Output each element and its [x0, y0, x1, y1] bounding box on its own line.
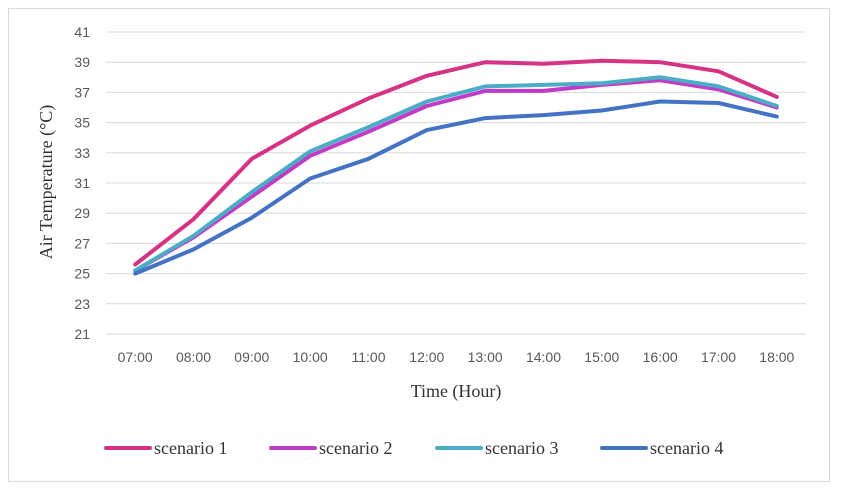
x-tick-label: 16:00	[643, 349, 678, 365]
x-tick-label: 18:00	[759, 349, 794, 365]
x-tick-label: 08:00	[176, 349, 211, 365]
legend-label: scenario 4	[650, 438, 723, 458]
legend: scenario 1 scenario 2 scenario 3 scenario 4	[104, 438, 723, 458]
x-tick-label: 07:00	[118, 349, 153, 365]
x-tick-label: 15:00	[584, 349, 619, 365]
x-tick-label: 12:00	[409, 349, 444, 365]
x-tick-label: 13:00	[468, 349, 503, 365]
x-tick-label: 09:00	[234, 349, 269, 365]
x-tick-label: 11:00	[352, 349, 386, 365]
x-tick-label: 10:00	[293, 349, 328, 365]
y-tick-label: 25	[74, 266, 90, 282]
series-lines	[133, 58, 779, 276]
series-line-scenario-1	[133, 58, 779, 267]
y-tick-label: 23	[74, 296, 90, 312]
y-tick-label: 29	[74, 205, 90, 221]
series-line-scenario-4	[133, 99, 779, 276]
y-tick-label: 27	[74, 235, 90, 251]
y-tick-label: 31	[74, 175, 90, 191]
legend-label: scenario 2	[319, 438, 392, 458]
legend-label: scenario 1	[154, 438, 227, 458]
x-axis-title: Time (Hour)	[411, 381, 502, 402]
legend-label: scenario 3	[485, 438, 558, 458]
y-tick-label: 41	[74, 24, 90, 40]
x-tick-label: 14:00	[526, 349, 561, 365]
x-tick-label: 17:00	[701, 349, 736, 365]
y-tick-label: 35	[74, 115, 90, 131]
series-line-scenario-3	[133, 75, 779, 273]
gridlines	[106, 31, 806, 335]
y-tick-label: 37	[74, 84, 90, 100]
y-tick-label: 33	[74, 145, 90, 161]
y-tick-label: 39	[74, 54, 90, 70]
y-tick-label: 21	[74, 326, 90, 342]
y-axis-ticks: 21 23 25 27 29 31 33 35 37 39 41	[74, 24, 90, 342]
series-line-scenario-2	[133, 78, 779, 273]
y-axis-title: Air Temperature (°C)	[36, 105, 57, 260]
x-axis-ticks: 07:00 08:00 09:00 10:00 11:00 12:00 13:00 14:00…	[118, 349, 795, 365]
